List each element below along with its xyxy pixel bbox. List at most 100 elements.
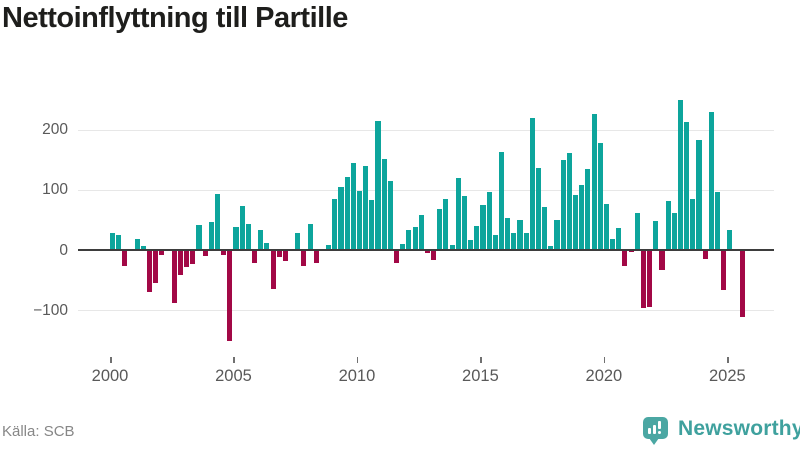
x-axis-tick [356, 357, 359, 363]
source-label: Källa: SCB [2, 423, 75, 440]
bar [227, 250, 233, 342]
bar [548, 246, 554, 250]
bar [628, 250, 634, 253]
plot-area: −100 0 100 200 2000 2005 2010 2015 2020 2025 [33, 99, 774, 385]
bar [356, 191, 363, 250]
bar [134, 238, 140, 250]
x-axis-tick [480, 357, 482, 363]
bar [640, 250, 646, 309]
bar [468, 239, 474, 250]
bar [665, 200, 671, 250]
bar [653, 221, 659, 250]
bar [221, 250, 227, 256]
x-axis-tick [233, 357, 235, 363]
bar [535, 167, 542, 250]
logo-bar-medium [653, 425, 656, 434]
bar [307, 224, 313, 250]
bar [597, 143, 603, 250]
bar [412, 227, 418, 250]
bar [313, 250, 319, 264]
bar [480, 204, 486, 250]
bar [498, 151, 505, 250]
bar [622, 250, 628, 267]
bar [264, 242, 270, 250]
y-axis-label: 0 [59, 241, 68, 259]
bar [424, 250, 430, 253]
bar [110, 233, 116, 250]
bar [573, 195, 579, 250]
zero-line [78, 249, 774, 251]
bar [566, 152, 572, 250]
bar [696, 140, 702, 250]
bar [474, 225, 480, 250]
logo-bar-small [648, 428, 651, 434]
bar [659, 250, 665, 271]
bar [196, 224, 202, 250]
chart-title: Nettoinflyttning till Partille [2, 2, 348, 34]
bar [517, 219, 523, 250]
bar [702, 250, 708, 260]
y-axis-label: 200 [42, 121, 68, 139]
logo-exclamation-dot [658, 431, 661, 434]
bar [239, 206, 245, 250]
bar [443, 198, 449, 250]
bar [603, 204, 609, 250]
bar [708, 112, 714, 250]
bar [326, 245, 332, 250]
bar [715, 191, 721, 250]
bar [301, 250, 307, 267]
x-axis-label: 2000 [91, 367, 129, 385]
bar [122, 250, 128, 266]
bar [492, 234, 498, 250]
bar [251, 250, 258, 263]
bar [258, 230, 264, 250]
bar [554, 219, 560, 250]
newsworthy-logo[interactable]: Newsworthy [641, 409, 800, 445]
bar [184, 250, 190, 267]
bar [276, 250, 282, 257]
logo-exclamation-bar [658, 421, 661, 429]
bar [616, 227, 622, 250]
x-axis-label: 2005 [215, 367, 252, 385]
bar [560, 159, 566, 250]
bar [684, 121, 690, 250]
bar [393, 250, 400, 264]
bar [332, 199, 338, 250]
bar [214, 194, 221, 250]
bar [400, 243, 406, 250]
bar [159, 250, 165, 255]
bar [381, 158, 387, 250]
bar [727, 229, 733, 250]
bar [344, 176, 350, 250]
x-axis-tick [603, 357, 606, 363]
bar [202, 250, 208, 257]
bar [449, 245, 455, 250]
bar [677, 99, 684, 250]
bar [387, 180, 393, 250]
bar [610, 238, 616, 250]
bar [363, 166, 369, 250]
bar [245, 224, 251, 250]
bar [721, 250, 727, 290]
bar [542, 206, 548, 250]
x-axis-label: 2010 [338, 367, 376, 385]
newsworthy-icon [643, 417, 668, 445]
bar [177, 250, 183, 276]
y-axis-label: −100 [33, 301, 68, 319]
x-axis-label: 2015 [462, 367, 499, 385]
gridline [78, 310, 774, 312]
newsworthy-wordmark: Newsworthy [678, 417, 800, 440]
bar [153, 250, 159, 284]
bar [523, 232, 529, 250]
bar [461, 195, 467, 250]
bar [690, 199, 696, 250]
bar [350, 162, 356, 250]
bar [338, 186, 344, 250]
bar [270, 250, 276, 290]
bar [116, 234, 122, 250]
x-axis-label: 2020 [585, 367, 623, 385]
bar [671, 213, 677, 250]
bar [233, 226, 239, 250]
bar [406, 229, 412, 250]
